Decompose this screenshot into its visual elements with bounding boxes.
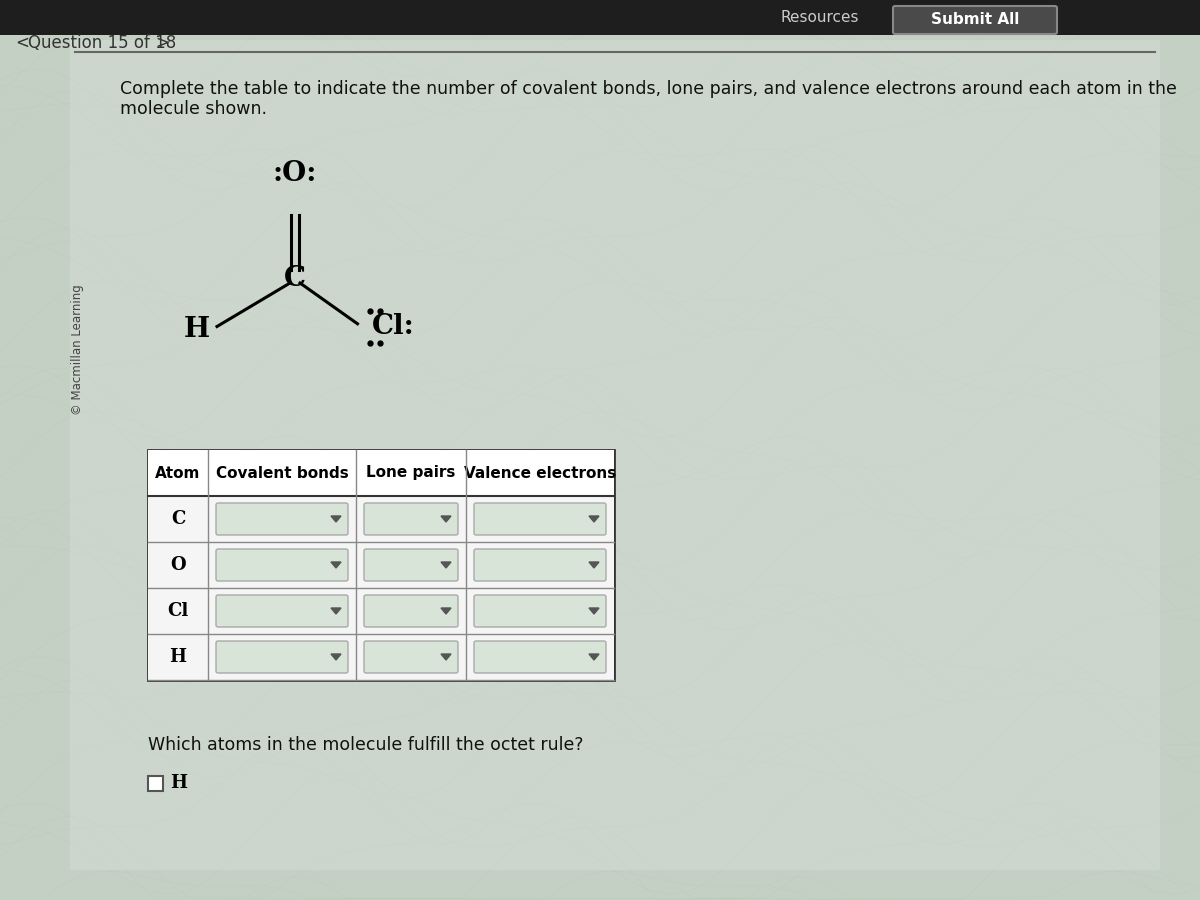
Text: C: C <box>284 265 306 292</box>
FancyBboxPatch shape <box>474 549 606 581</box>
Bar <box>148 588 614 634</box>
FancyBboxPatch shape <box>216 549 348 581</box>
FancyBboxPatch shape <box>364 549 458 581</box>
Bar <box>148 496 614 542</box>
Polygon shape <box>442 562 451 568</box>
Polygon shape <box>331 562 341 568</box>
Polygon shape <box>331 654 341 660</box>
Text: C: C <box>170 510 185 528</box>
Bar <box>148 450 614 680</box>
Text: Lone pairs: Lone pairs <box>366 465 456 481</box>
FancyBboxPatch shape <box>364 641 458 673</box>
Text: Resources: Resources <box>781 11 859 25</box>
FancyBboxPatch shape <box>216 503 348 535</box>
Polygon shape <box>589 654 599 660</box>
Polygon shape <box>589 608 599 614</box>
Polygon shape <box>589 562 599 568</box>
Polygon shape <box>331 608 341 614</box>
Text: <: < <box>14 34 29 52</box>
Text: >: > <box>155 34 169 52</box>
Bar <box>148 450 614 496</box>
Polygon shape <box>331 516 341 522</box>
Bar <box>148 634 614 680</box>
Polygon shape <box>589 516 599 522</box>
FancyBboxPatch shape <box>893 6 1057 34</box>
Bar <box>0 0 1200 35</box>
Text: Atom: Atom <box>155 465 200 481</box>
FancyBboxPatch shape <box>474 503 606 535</box>
Bar <box>148 776 163 791</box>
Text: molecule shown.: molecule shown. <box>120 100 266 118</box>
Text: :O:: :O: <box>272 160 317 187</box>
Text: Cl:: Cl: <box>372 313 414 340</box>
Text: Complete the table to indicate the number of covalent bonds, lone pairs, and val: Complete the table to indicate the numbe… <box>120 80 1177 98</box>
FancyBboxPatch shape <box>474 595 606 627</box>
FancyBboxPatch shape <box>364 503 458 535</box>
Text: Submit All: Submit All <box>931 13 1019 28</box>
Polygon shape <box>442 516 451 522</box>
Text: Covalent bonds: Covalent bonds <box>216 465 348 481</box>
Text: H: H <box>169 648 186 666</box>
FancyBboxPatch shape <box>216 595 348 627</box>
Polygon shape <box>442 654 451 660</box>
Text: © Macmillan Learning: © Macmillan Learning <box>72 284 84 416</box>
FancyBboxPatch shape <box>474 641 606 673</box>
FancyBboxPatch shape <box>364 595 458 627</box>
Text: H: H <box>184 316 210 343</box>
Text: Question 15 of 18: Question 15 of 18 <box>28 34 176 52</box>
Polygon shape <box>442 608 451 614</box>
Text: O: O <box>170 556 186 574</box>
Text: Cl: Cl <box>167 602 188 620</box>
Bar <box>148 542 614 588</box>
Text: H: H <box>170 774 187 792</box>
Text: Which atoms in the molecule fulfill the octet rule?: Which atoms in the molecule fulfill the … <box>148 736 583 754</box>
Text: Valence electrons: Valence electrons <box>464 465 616 481</box>
FancyBboxPatch shape <box>216 641 348 673</box>
